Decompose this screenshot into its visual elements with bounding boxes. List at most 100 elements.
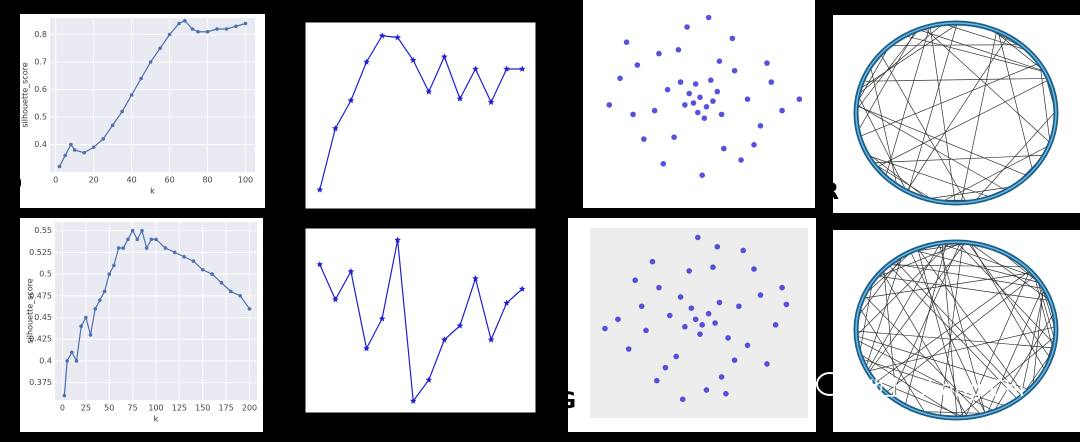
point	[675, 47, 682, 53]
y-tick-label: 0.475	[29, 291, 52, 300]
network-edge	[855, 29, 919, 111]
network-edge	[906, 35, 1009, 192]
y-tick-label: 0.425	[29, 335, 52, 344]
y-tick-label: 0.375	[29, 378, 52, 387]
point	[686, 268, 692, 274]
point	[718, 111, 725, 118]
point	[690, 100, 697, 106]
network-edge	[918, 29, 1045, 72]
point	[643, 327, 649, 334]
network-edge	[876, 79, 1050, 168]
marker	[196, 29, 200, 34]
point	[779, 107, 785, 114]
point	[712, 320, 718, 326]
point	[744, 96, 751, 102]
network-edge	[863, 295, 982, 416]
network-diagrams	[853, 20, 1059, 421]
network-edge	[856, 254, 905, 319]
marker	[394, 34, 401, 41]
x-tick-label: 100	[238, 176, 253, 185]
point	[701, 115, 708, 121]
marker	[472, 275, 479, 282]
network-edge	[941, 145, 1050, 203]
network-edge	[856, 45, 890, 105]
point	[751, 266, 757, 272]
point	[699, 172, 705, 178]
y-tick-label: 0.55	[34, 226, 52, 235]
watermark: 池上 Shang Chi	[862, 377, 1025, 402]
network-edge	[875, 270, 1031, 383]
y-tick-label: 0.6	[34, 85, 47, 94]
point	[716, 58, 723, 64]
point	[720, 145, 727, 152]
marker	[229, 289, 233, 294]
marker	[425, 376, 433, 383]
network-edge	[913, 249, 1041, 284]
x-tick-label: 75	[128, 404, 138, 413]
x-tick-label: 100	[148, 404, 163, 413]
marker	[121, 246, 126, 250]
y-tick-label: 0.8	[34, 30, 47, 39]
marker	[79, 324, 83, 328]
network-edge	[890, 262, 1045, 289]
marker	[441, 53, 448, 60]
marker	[62, 393, 67, 398]
marker	[120, 109, 124, 114]
point	[651, 107, 658, 114]
point	[606, 102, 613, 108]
network-ring	[855, 241, 1057, 419]
point	[638, 303, 645, 310]
point	[649, 258, 656, 265]
network-edge	[870, 66, 898, 186]
point	[686, 90, 692, 97]
y-tick-label: 0.525	[29, 248, 52, 257]
marker	[130, 228, 135, 233]
network-edge	[859, 22, 960, 90]
point	[682, 102, 688, 108]
network-edge	[923, 27, 1051, 144]
marker	[394, 236, 401, 243]
marker	[378, 315, 386, 322]
point	[692, 316, 699, 323]
network-edge	[859, 353, 961, 419]
marker	[243, 21, 248, 26]
marker	[219, 280, 224, 285]
point	[723, 390, 729, 397]
point	[731, 357, 738, 364]
network-edge	[918, 411, 988, 414]
point	[714, 243, 721, 250]
marker	[182, 254, 186, 259]
marker	[441, 336, 448, 343]
marker	[110, 123, 115, 128]
point	[654, 377, 660, 384]
marker	[91, 145, 96, 150]
marker	[167, 32, 172, 37]
marker	[148, 60, 153, 64]
point	[736, 303, 742, 310]
panel-letter: R	[822, 180, 839, 205]
point	[695, 109, 701, 116]
marker	[107, 272, 112, 276]
network-edge	[1033, 275, 1054, 351]
marker	[234, 24, 238, 29]
point	[744, 342, 751, 349]
line	[319, 35, 523, 190]
point	[666, 312, 673, 319]
x-tick-label: 125	[172, 404, 187, 413]
marker	[487, 98, 495, 106]
network-edge	[956, 335, 1057, 419]
y-tick-label: 0.4	[39, 356, 52, 365]
y-tick-label: 0.5	[39, 270, 52, 279]
point	[764, 361, 770, 367]
marker	[102, 289, 107, 294]
network-edge	[929, 26, 956, 204]
point	[697, 331, 703, 337]
network-edge	[862, 272, 1032, 299]
network-edge	[1036, 278, 1056, 342]
point	[684, 24, 690, 30]
marker	[172, 250, 177, 255]
marker	[182, 18, 187, 23]
point	[710, 98, 716, 104]
network-edge	[894, 260, 1023, 397]
network-edge	[865, 255, 903, 368]
